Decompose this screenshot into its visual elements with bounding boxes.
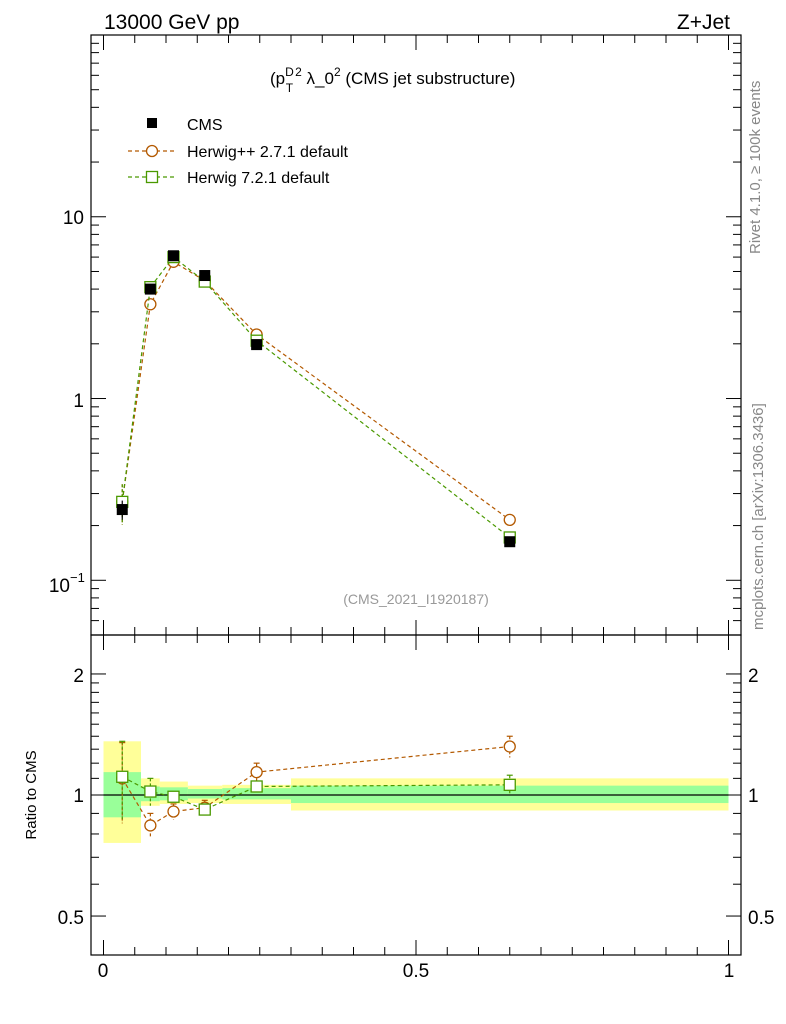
legend: CMS Herwig++ 2.7.1 default Herwig 7.2.1 … <box>128 117 349 187</box>
header-left: 13000 GeV pp <box>104 11 239 34</box>
title-sup-2: 2 <box>295 65 302 79</box>
ratio-y-label: Ratio to CMS <box>23 750 40 839</box>
ratio-point-herwig-7-2-1-default <box>144 785 157 798</box>
main-tick-label-0.1: 10 <box>49 576 70 597</box>
ratio-tick-label-0.5-right: 0.5 <box>748 908 774 929</box>
ratio-tick-label-1-right: 1 <box>748 786 759 807</box>
ratio-ticks <box>91 673 741 917</box>
x-tick-label-0: 0 <box>98 961 109 982</box>
ratio-point-herwig-2-7-1-default <box>250 765 263 779</box>
legend-label-cms: CMS <box>187 117 223 134</box>
ratio-tick-label-0.5-left: 0.5 <box>58 908 84 929</box>
main-point-cms <box>504 536 516 548</box>
main-point-cms <box>199 270 211 282</box>
ratio-band-green <box>291 785 729 804</box>
ratio-band-green <box>187 788 223 799</box>
legend-marker-herwigpp <box>145 144 159 158</box>
ratio-point-herwig-7-2-1-default <box>503 778 516 791</box>
legend-marker-cms <box>147 118 157 128</box>
rivet-label: Rivet 4.1.0, ≥ 100k events <box>747 81 764 254</box>
main-point-cms <box>168 250 179 262</box>
title-sup-d: D <box>285 65 294 79</box>
ratio-series <box>116 735 516 839</box>
main-tick-label-exp: −1 <box>70 570 85 585</box>
x-ticks <box>103 35 729 955</box>
ratio-bands <box>103 741 729 843</box>
ratio-band-green <box>222 788 291 800</box>
ratio-line-herwig-7-2-1-default <box>121 776 510 811</box>
ratio-tick-label-2-right: 2 <box>748 666 759 687</box>
main-ticks <box>91 34 741 636</box>
ratio-point-herwig-2-7-1-default <box>503 740 516 753</box>
main-line-herwig-2-7-1-default <box>121 260 511 521</box>
main-point-herwig-2-7-1-default <box>144 298 157 311</box>
ratio-line-herwig-2-7-1-default <box>121 745 510 827</box>
main-point-cms <box>144 283 156 295</box>
ratio-point-herwig-7-2-1-default <box>198 803 211 816</box>
watermark: (CMS_2021_I1920187) <box>343 591 489 607</box>
legend-label-herwig7: Herwig 7.2.1 default <box>187 170 330 187</box>
header-right: Z+Jet <box>677 11 730 34</box>
title-sup-2b: 2 <box>334 65 341 79</box>
main-series <box>116 250 516 548</box>
ratio-point-herwig-7-2-1-default <box>116 770 129 783</box>
legend-label-herwigpp: Herwig++ 2.7.1 default <box>187 144 349 161</box>
title-sub-t: T <box>286 81 294 95</box>
ratio-point-herwig-7-2-1-default <box>167 790 180 803</box>
legend-marker-herwig7 <box>145 170 159 184</box>
mcplots-label: mcplots.cern.ch [arXiv:1306.3436] <box>750 403 767 630</box>
main-tick-label-1: 1 <box>73 391 84 412</box>
x-tick-label-1: 1 <box>724 961 735 982</box>
main-point-herwig-2-7-1-default <box>503 513 516 527</box>
ratio-tick-label-2-left: 2 <box>73 666 84 687</box>
ratio-point-herwig-2-7-1-default <box>167 805 180 818</box>
main-line-herwig-7-2-1-default <box>121 256 511 538</box>
main-point-cms <box>251 339 263 351</box>
x-tick-label-0.5: 0.5 <box>403 961 429 982</box>
ratio-point-herwig-2-7-1-default <box>144 819 157 832</box>
ratio-tick-label-1-left: 1 <box>73 786 84 807</box>
ratio-point-herwig-7-2-1-default <box>250 780 263 793</box>
plot-title: (pD T2 λ_02 (CMS jet substructure) <box>270 65 515 95</box>
main-tick-label-10: 10 <box>63 208 84 229</box>
main-point-cms <box>116 504 128 516</box>
